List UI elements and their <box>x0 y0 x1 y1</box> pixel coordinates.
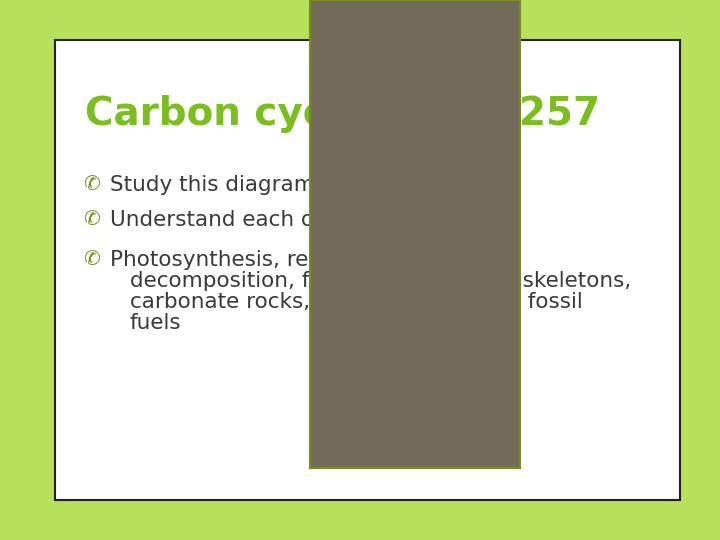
Text: Understand each of the steps 1-9: Understand each of the steps 1-9 <box>110 210 471 230</box>
Text: fuels: fuels <box>130 313 181 333</box>
Text: ✆: ✆ <box>83 250 100 269</box>
Text: ✆: ✆ <box>83 175 100 194</box>
Bar <box>55 40 680 500</box>
Text: Photosynthesis, respiration, ingestion,: Photosynthesis, respiration, ingestion, <box>110 250 522 270</box>
Text: Carbon cycle p.256-257: Carbon cycle p.256-257 <box>85 95 600 133</box>
FancyBboxPatch shape <box>310 0 520 468</box>
Text: Study this diagram!: Study this diagram! <box>110 175 323 195</box>
Text: decomposition, forest fires, shells & skeletons,: decomposition, forest fires, shells & sk… <box>130 271 631 291</box>
Text: ✆: ✆ <box>83 210 100 229</box>
Text: carbonate rocks, volcanic eruptions, fossil: carbonate rocks, volcanic eruptions, fos… <box>130 292 582 312</box>
